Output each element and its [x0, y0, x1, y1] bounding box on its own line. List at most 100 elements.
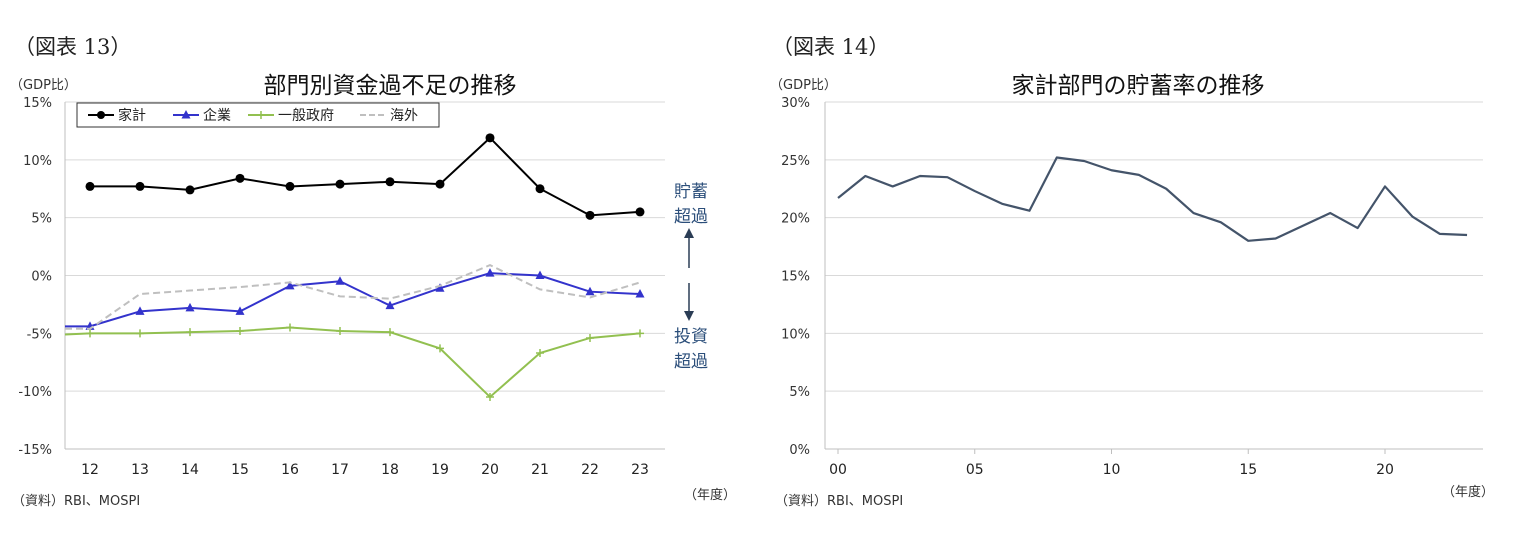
series-point-一般政府-15: [236, 327, 244, 336]
x-tick-label-21: 21: [531, 462, 549, 478]
series-line-企業: [65, 272, 641, 328]
figure-14-label: （図表 14）: [772, 35, 889, 59]
annotation-investment-excess-line2: 超過: [674, 352, 708, 372]
figure-13-x-label: （年度）: [684, 487, 736, 503]
annotation-saving-excess-line1: 貯蓄: [674, 182, 708, 202]
figure-14-x-label: （年度）: [1442, 484, 1494, 500]
series-point-一般政府-17: [336, 327, 344, 336]
figure-13-legend: 家計 企業 一般政府 海外: [76, 102, 440, 128]
series-point-企業-20: [485, 268, 495, 277]
x-tick-label-23: 23: [631, 462, 649, 478]
figure-14-y-axis: 30% 25% 20% 15% 10% 5% 0%: [781, 96, 810, 458]
series-point-一般政府-22: [586, 333, 594, 342]
legend-marker-一般政府: [257, 111, 265, 119]
figure-14-x-axis: 00 05 10 15 20: [829, 462, 1394, 478]
x-tick-label-18: 18: [381, 462, 399, 478]
series-point-企業-17: [335, 276, 345, 285]
series-point-家計-15: [235, 173, 245, 183]
figure-13-title: 部門別資金過不足の推移: [264, 73, 517, 99]
legend-label-一般政府: 一般政府: [278, 108, 334, 124]
series-point-企業-13: [135, 306, 145, 315]
series-point-家計-22: [585, 210, 595, 220]
y-tick-label-0: 30%: [781, 96, 810, 111]
y-tick-label-6: -15%: [18, 443, 52, 458]
figure-13-source: （資料）RBI、MOSPI: [12, 494, 140, 509]
figure-14: （図表 14） 家計部門の貯蓄率の推移 （GDP比） 30% 25% 20% 15% 1…: [770, 35, 1494, 509]
series-point-家計-17: [335, 179, 345, 189]
series-point-家計-12: [85, 181, 95, 191]
series-point-一般政府-18: [386, 328, 394, 337]
annotation-saving-excess-line2: 超過: [674, 207, 708, 227]
series-point-企業-18: [385, 300, 395, 310]
annotation-investment-excess-line1: 投資: [674, 327, 708, 347]
figure-14-unit-label: （GDP比）: [770, 78, 837, 93]
series-point-企業-16: [285, 280, 295, 290]
series-point-一般政府-21: [536, 348, 544, 357]
y-tick-label-6: 0%: [789, 443, 810, 458]
arrow-up-icon: [684, 228, 694, 238]
series-point-一般政府-16: [286, 323, 294, 332]
legend-marker-家計: [97, 111, 105, 119]
legend-label-海外: 海外: [390, 108, 418, 124]
figure-13-annotations: 貯蓄 超過 投資 超過: [674, 182, 708, 372]
y-tick-label-1: 10%: [23, 154, 52, 169]
x-tick-label-00: 00: [829, 462, 847, 478]
figure-13-gridlines: [64, 101, 665, 450]
figure-14-gridlines: [824, 101, 1483, 454]
y-tick-label-4: 10%: [781, 327, 810, 342]
series-line-一般政府: [64, 326, 641, 399]
series-point-企業-19: [435, 283, 445, 292]
x-tick-label-16: 16: [281, 462, 299, 478]
y-tick-label-5: 5%: [789, 385, 810, 400]
y-tick-label-2: 20%: [781, 212, 810, 227]
series-point-家計-21: [535, 184, 545, 194]
figure-13-x-axis: 12 13 14 15 16 17 18 19 20 21 22 23: [81, 462, 649, 478]
series-point-一般政府-14: [186, 328, 194, 337]
series-point-企業-14: [185, 302, 195, 312]
y-tick-label-0: 15%: [23, 96, 52, 111]
series-point-家計-18: [385, 177, 395, 187]
y-tick-label-3: 15%: [781, 270, 810, 285]
series-line-海外: [65, 263, 641, 330]
series-point-一般政府-20: [486, 392, 494, 401]
figure-14-source: （資料）RBI、MOSPI: [775, 494, 903, 509]
x-tick-label-20: 20: [481, 462, 499, 478]
y-tick-label-1: 25%: [781, 154, 810, 169]
figure-14-series: [837, 156, 1468, 242]
series-point-一般政府-13: [136, 329, 144, 338]
figure-13: （図表 13） 部門別資金過不足の推移 （GDP比） 15% 10% 5% 0% -5%…: [10, 35, 736, 509]
series-point-家計-16: [285, 181, 295, 191]
series-point-家計-13: [135, 181, 145, 191]
series-point-企業-15: [235, 306, 245, 315]
arrow-down-icon: [684, 311, 694, 321]
series-point-一般政府-23: [636, 329, 644, 338]
series-point-一般政府-12: [86, 329, 94, 338]
savings-rate-line: [837, 156, 1468, 242]
x-tick-label-15: 15: [231, 462, 249, 478]
x-tick-label-20: 20: [1376, 462, 1394, 478]
series-point-家計-14: [185, 185, 195, 195]
x-tick-label-19: 19: [431, 462, 449, 478]
figure-14-title: 家計部門の貯蓄率の推移: [1012, 73, 1265, 99]
series-point-一般政府-19: [436, 344, 444, 353]
y-tick-label-4: -5%: [27, 327, 52, 342]
series-point-家計-20: [485, 133, 495, 143]
y-tick-label-2: 5%: [31, 212, 52, 227]
figure-13-y-axis: 15% 10% 5% 0% -5% -10% -15%: [18, 96, 52, 458]
figure-13-label: （図表 13）: [14, 35, 131, 59]
figure-13-series: [64, 133, 645, 401]
x-tick-label-13: 13: [131, 462, 149, 478]
x-tick-label-15: 15: [1239, 462, 1257, 478]
x-tick-label-22: 22: [581, 462, 599, 478]
legend-label-企業: 企業: [203, 107, 231, 124]
y-tick-label-3: 0%: [31, 270, 52, 285]
x-tick-label-14: 14: [181, 462, 199, 478]
series-point-企業-23: [635, 289, 645, 298]
x-tick-label-17: 17: [331, 462, 349, 478]
series-point-企業-22: [585, 286, 595, 296]
series-point-家計-23: [635, 207, 645, 217]
figure-13-unit-label: （GDP比）: [10, 78, 77, 93]
x-tick-label-10: 10: [1103, 462, 1121, 478]
legend-marker-企業: [181, 110, 191, 119]
